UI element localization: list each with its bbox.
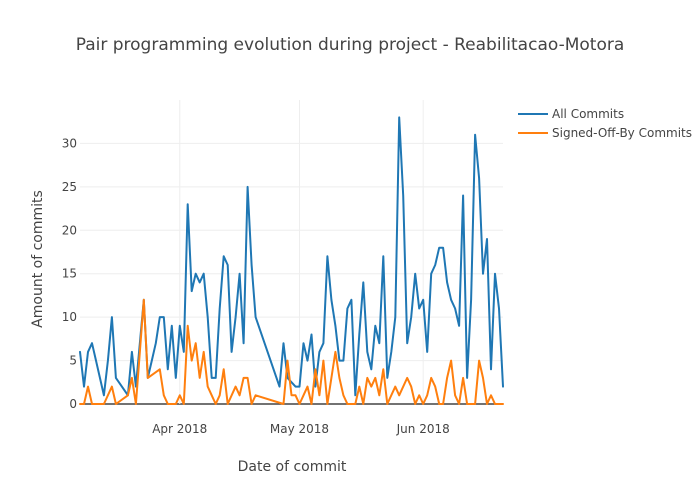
y-tick-label: 25 xyxy=(62,180,77,194)
y-tick-label: 20 xyxy=(62,223,77,237)
x-tick-label: May 2018 xyxy=(270,422,329,436)
series-lines xyxy=(79,116,504,405)
x-tick-label: Jun 2018 xyxy=(396,422,450,436)
y-tick-label: 30 xyxy=(62,136,77,150)
series-line-all-commits xyxy=(79,116,504,397)
y-axis-title: Amount of commits xyxy=(30,190,46,328)
series-line-signed-off-by-commits xyxy=(79,298,504,405)
y-axis-ticks: 0 5 10 15 20 25 30 xyxy=(62,136,77,411)
x-tick-label: Apr 2018 xyxy=(152,422,207,436)
x-axis-ticks: Apr 2018 May 2018 Jun 2018 xyxy=(152,422,450,436)
legend-label: Signed-Off-By Commits xyxy=(552,126,692,140)
legend-label: All Commits xyxy=(552,107,624,121)
gridlines xyxy=(80,100,503,405)
y-tick-label: 10 xyxy=(62,310,77,324)
y-tick-label: 15 xyxy=(62,267,77,281)
y-tick-label: 0 xyxy=(69,397,77,411)
x-axis-title: Date of commit xyxy=(238,459,347,475)
chart-title: Pair programming evolution during projec… xyxy=(76,35,625,55)
legend: All Commits Signed-Off-By Commits xyxy=(518,107,692,140)
y-tick-label: 5 xyxy=(69,354,77,368)
